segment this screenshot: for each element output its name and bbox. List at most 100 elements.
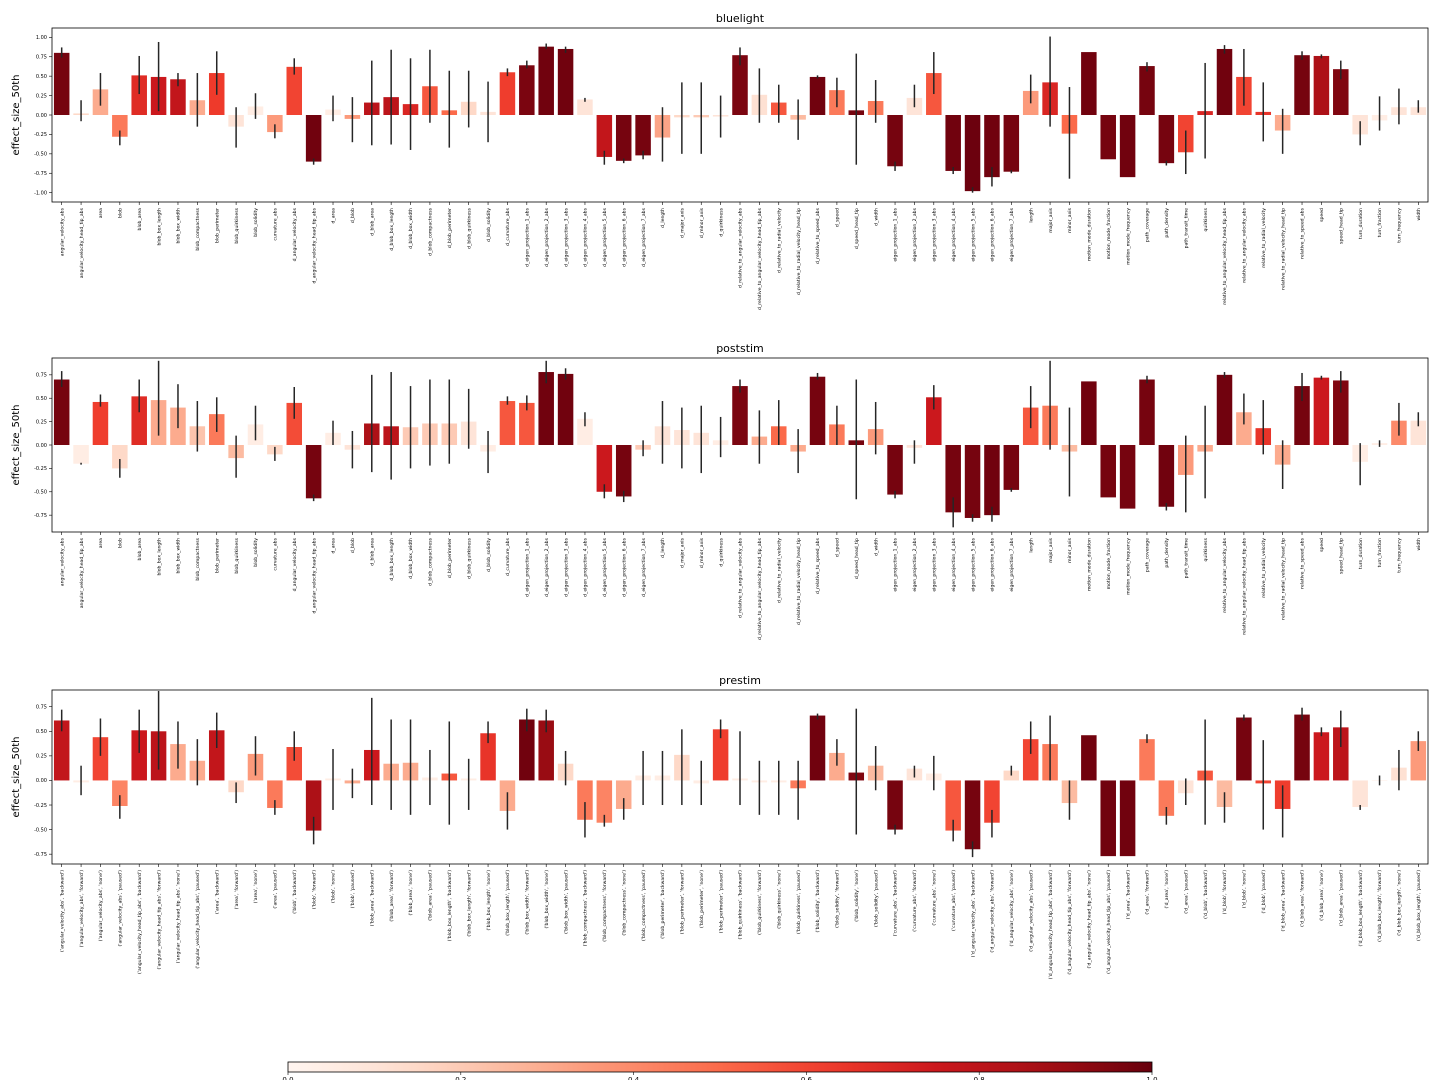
bar [1333,69,1349,115]
x-tick-label: speed [1319,208,1325,222]
x-tick-label: blob [118,208,124,218]
x-tick-label: blob_box_length [156,208,162,246]
bar [538,720,554,781]
x-tick-label: ('d_angular_velocity_abs', 'none') [1009,870,1015,947]
x-tick-label: blob_area [137,538,143,561]
panel-title: prestim [719,674,761,687]
x-tick-label: ('blob_box_length', 'none') [486,870,492,931]
x-tick-label: d_blob_compactness [428,537,434,585]
x-tick-label: area [98,208,104,218]
x-tick-label: d_blob_quirkiness [466,207,472,248]
x-tick-label: ('angular_velocity_abs', 'none') [98,870,104,941]
x-tick-label: d_eigen_projection_7_abs [641,207,647,266]
x-tick-label: relative_to_speed_abs [1300,207,1306,258]
x-tick-label: d_eigen_projection_1_abs [525,537,531,596]
x-tick-label: ('blob_quirkiness', 'forward') [757,870,763,935]
x-tick-label: ('curvature_abs', 'backward') [893,870,899,937]
bar [829,752,845,781]
x-tick-label: d_eigen_projection_5_abs [602,537,608,596]
x-tick-label: eigen_projection_5_abs [970,207,976,261]
bar [1236,717,1252,781]
x-tick-label: blob_compactness [195,537,201,580]
x-tick-label: d_curvature_abs [505,537,511,575]
x-tick-label: d_area [331,538,337,554]
panel-title: poststim [716,342,764,355]
x-tick-label: ('angular_velocity_head_tip_abs', 'backw… [137,870,143,974]
x-tick-label: d_relative_to_speed_abs [815,207,821,264]
x-tick-label: ('d_area', 'none') [1164,870,1170,909]
x-tick-label: ('curvature_abs', 'forward') [912,870,918,932]
x-tick-label: ('d_angular_velocity_head_tip_abs', 'bac… [1048,870,1054,979]
x-tick-label: turn_frequency [1397,208,1403,243]
x-tick-label: ('d_angular_velocity_abs', 'paused') [1028,870,1034,952]
x-tick-label: eigen_projection_4_abs [951,537,957,591]
x-tick-label: d_relative_to_radial_velocity_head_tip [796,538,802,625]
x-tick-label: ('blob_solidity', 'none') [854,870,860,922]
bar [1333,380,1349,445]
x-tick-label: quirkiness [1203,207,1209,231]
x-tick-label: d_blob_area [369,538,375,566]
x-tick-label: ('blob_solidity', 'paused') [873,870,879,927]
bar [926,397,942,445]
bar [1081,381,1097,445]
x-tick-label: path_transit_time [1183,208,1189,248]
y-tick-label: -0.50 [34,152,47,158]
x-tick-label: d_blob_solidity [486,538,492,572]
x-tick-label: ('blob_quirkiness', 'none') [776,870,782,929]
x-tick-label: blob_area [137,208,143,231]
bar [538,372,554,445]
colorbar-tick-label: 0.8 [974,1076,985,1080]
x-tick-label: ('blob_box_length', 'paused') [505,870,511,936]
x-tick-label: ('d_angular_velocity_abs', 'backward') [970,870,976,957]
x-tick-label: d_blob_solidity [486,208,492,242]
x-tick-label: d_angular_velocity_head_tip_abs [311,537,317,613]
y-tick-label: 0.00 [36,113,47,119]
y-tick-label: -0.50 [34,490,47,496]
x-tick-label: relative_to_speed_abs [1300,537,1306,588]
x-tick-label: d_eigen_projection_1_abs [525,207,531,266]
x-tick-label: d_length [660,538,666,558]
x-tick-label: motion_mode_fraction [1106,208,1112,259]
x-tick-label: d_blob_compactness [428,207,434,255]
bar [1158,780,1175,816]
bar [1333,727,1349,781]
bar [1313,732,1330,781]
x-tick-label: d_relative_to_radial_velocity_head_tip [796,208,802,295]
x-tick-label: eigen_projection_3_abs [932,537,938,591]
bar [1081,735,1097,781]
bar [267,780,283,808]
bar [596,115,613,157]
x-tick-label: speed [1319,538,1325,552]
bar [1139,739,1155,781]
x-tick-label: d_blob [350,538,356,553]
bar [1081,52,1097,115]
bar [480,733,496,781]
bar [112,115,128,137]
bar [131,75,147,115]
y-tick-label: 1.00 [36,35,47,41]
x-tick-label: area [98,538,104,548]
bar [53,379,70,445]
x-tick-label: ('area', 'paused') [273,870,279,909]
x-tick-label: d_blob_box_length [389,208,395,251]
colorbar-tick-label: 0.6 [801,1076,813,1080]
x-tick-label: d_angular_velocity_head_tip_abs [311,207,317,283]
x-tick-label: motion_mode_fraction [1106,538,1112,589]
y-tick-label: -1.00 [34,190,47,196]
x-tick-label: relative_to_radial_velocity_head_tip [1280,538,1286,620]
y-tick-label: 0.75 [36,705,47,711]
x-tick-label: d_speed [835,538,841,557]
x-tick-label: relative_to_angular_velocity_abs [1222,537,1228,612]
x-tick-label: d_relative_to_angular_velocity_head_tip_… [757,207,763,310]
bar [286,747,303,781]
bar [1158,445,1175,507]
x-tick-label: ('d_blob_area', 'paused') [1338,870,1344,926]
x-tick-label: ('blob_compactness', 'backward') [583,870,589,947]
chart-panel-bluelight: bluelight effect_size_50th 1.00 0.75 0.50 0.2… [11,12,1429,310]
x-tick-label: angular_velocity_head_tip_abs [79,207,85,278]
x-tick-label: turn_fraction [1377,538,1383,567]
bar [519,65,535,115]
bar [519,402,535,445]
colorbar: 0.0 0.2 0.4 0.6 0.8 1.0 [282,1061,1158,1080]
y-tick-label: -0.25 [34,132,47,138]
